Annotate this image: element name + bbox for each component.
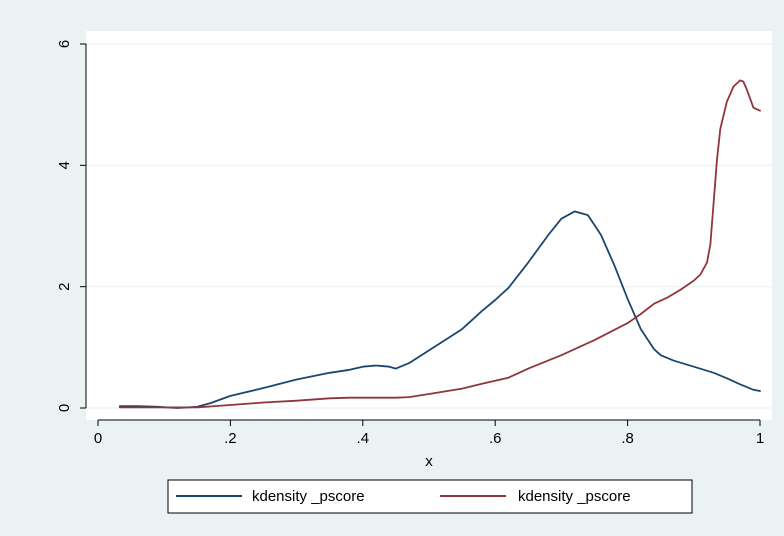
x-tick-label: .8 bbox=[621, 430, 634, 447]
y-tick-label: 4 bbox=[56, 161, 73, 169]
y-tick-label: 6 bbox=[56, 40, 73, 48]
legend: kdensity _pscore kdensity _pscore bbox=[167, 479, 693, 514]
x-tick-label: 1 bbox=[756, 430, 764, 447]
x-tick-label: .2 bbox=[224, 430, 237, 447]
series-line-2 bbox=[118, 79, 761, 409]
axes: 0 2 4 6 0 .2 .4 .6 .8 1 bbox=[56, 40, 764, 447]
legend-box bbox=[167, 479, 693, 514]
legend-label-1: kdensity _pscore bbox=[252, 488, 365, 505]
x-tick-label: .4 bbox=[357, 430, 370, 447]
y-tick-label: 2 bbox=[56, 282, 73, 290]
x-axis-label: x bbox=[425, 453, 433, 470]
x-tick-label: .6 bbox=[489, 430, 502, 447]
legend-label-2: kdensity _pscore bbox=[518, 488, 631, 505]
y-tick-label: 0 bbox=[56, 404, 73, 412]
series-line-1 bbox=[118, 210, 761, 409]
x-tick-label: 0 bbox=[94, 430, 102, 447]
gridlines bbox=[86, 43, 772, 409]
plot-area bbox=[86, 31, 772, 420]
series-layer bbox=[118, 79, 761, 409]
